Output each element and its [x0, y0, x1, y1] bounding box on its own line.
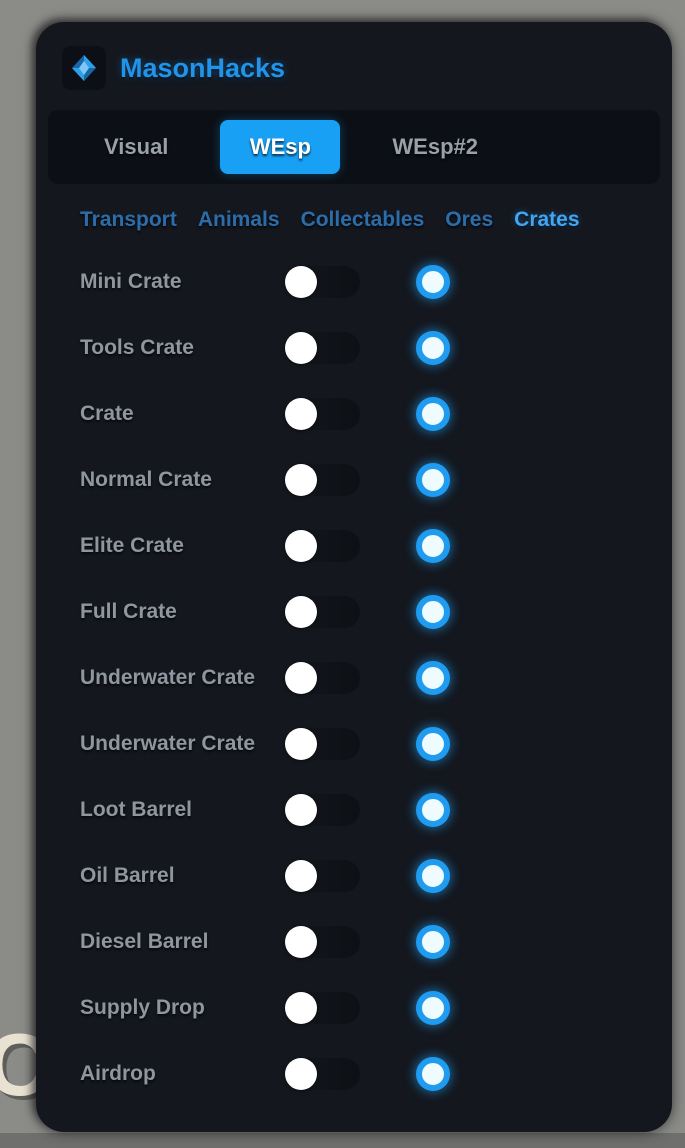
masonhacks-window: MasonHacks Visual WEsp WEsp#2 Transport … — [36, 22, 672, 1132]
item-toggle[interactable] — [285, 464, 360, 496]
item-row-loot-barrel-8: Loot Barrel — [36, 777, 672, 843]
item-toggle[interactable] — [285, 794, 360, 826]
item-color-picker[interactable] — [416, 859, 450, 893]
item-color-picker[interactable] — [416, 925, 450, 959]
item-row-elite-crate-4: Elite Crate — [36, 513, 672, 579]
tab-label: WEsp#2 — [392, 134, 479, 159]
toggle-knob-icon — [285, 266, 317, 298]
item-color-picker[interactable] — [416, 331, 450, 365]
item-row-mini-crate-0: Mini Crate — [36, 249, 672, 315]
item-color-picker[interactable] — [416, 1057, 450, 1091]
item-row-supply-drop-11: Supply Drop — [36, 975, 672, 1041]
toggle-knob-icon — [285, 860, 317, 892]
item-color-picker[interactable] — [416, 397, 450, 431]
subtab-label: Ores — [445, 208, 494, 231]
item-label: Loot Barrel — [80, 798, 193, 821]
item-label: Oil Barrel — [80, 864, 175, 887]
item-toggle[interactable] — [285, 662, 360, 694]
gem-icon — [72, 55, 96, 81]
subtab-label: Animals — [197, 208, 280, 231]
subtab-bar: Transport Animals Collectables Ores Crat… — [80, 198, 660, 242]
window-header: MasonHacks — [62, 46, 285, 90]
item-color-picker[interactable] — [416, 463, 450, 497]
tab-wesp[interactable]: WEsp — [220, 120, 341, 174]
item-row-underwater-crate-7: Underwater Crate — [36, 711, 672, 777]
tab-label: Visual — [104, 134, 169, 159]
item-row-crate-2: Crate — [36, 381, 672, 447]
item-label: Crate — [80, 402, 134, 425]
item-toggle[interactable] — [285, 860, 360, 892]
subtab-crates[interactable]: Crates — [514, 208, 579, 232]
toggle-knob-icon — [285, 794, 317, 826]
toggle-knob-icon — [285, 464, 317, 496]
item-toggle[interactable] — [285, 992, 360, 1024]
item-toggle[interactable] — [285, 332, 360, 364]
item-color-picker[interactable] — [416, 793, 450, 827]
desktop-bottom-strip — [0, 1133, 685, 1148]
item-label: Supply Drop — [80, 996, 205, 1019]
item-row-underwater-crate-6: Underwater Crate — [36, 645, 672, 711]
item-label: Full Crate — [80, 600, 177, 623]
item-row-diesel-barrel-10: Diesel Barrel — [36, 909, 672, 975]
tab-visual[interactable]: Visual — [94, 120, 178, 174]
app-title: MasonHacks — [120, 52, 286, 83]
item-label: Underwater Crate — [80, 732, 256, 755]
subtab-animals[interactable]: Animals — [198, 208, 280, 232]
subtab-label: Crates — [514, 208, 580, 231]
item-row-oil-barrel-9: Oil Barrel — [36, 843, 672, 909]
app-logo — [62, 46, 106, 90]
toggle-knob-icon — [285, 926, 317, 958]
subtab-label: Collectables — [300, 208, 425, 231]
item-label: Underwater Crate — [80, 666, 256, 689]
item-color-picker[interactable] — [416, 727, 450, 761]
item-color-picker[interactable] — [416, 265, 450, 299]
item-toggle[interactable] — [285, 398, 360, 430]
subtab-collectables[interactable]: Collectables — [301, 208, 425, 232]
item-label: Normal Crate — [80, 468, 212, 491]
tab-bar: Visual WEsp WEsp#2 — [48, 110, 660, 184]
toggle-knob-icon — [285, 992, 317, 1024]
item-label: Tools Crate — [80, 336, 194, 359]
item-row-airdrop-12: Airdrop — [36, 1041, 672, 1107]
item-row-tools-crate-1: Tools Crate — [36, 315, 672, 381]
tab-wesp-2[interactable]: WEsp#2 — [382, 120, 488, 174]
item-row-normal-crate-3: Normal Crate — [36, 447, 672, 513]
item-label: Elite Crate — [80, 534, 184, 557]
subtab-transport[interactable]: Transport — [80, 208, 177, 232]
item-row-full-crate-5: Full Crate — [36, 579, 672, 645]
item-toggle[interactable] — [285, 530, 360, 562]
item-toggle[interactable] — [285, 266, 360, 298]
item-toggle[interactable] — [285, 596, 360, 628]
toggle-knob-icon — [285, 398, 317, 430]
item-color-picker[interactable] — [416, 529, 450, 563]
subtab-label: Transport — [80, 208, 177, 231]
item-label: Airdrop — [80, 1062, 156, 1085]
toggle-knob-icon — [285, 728, 317, 760]
item-color-picker[interactable] — [416, 991, 450, 1025]
item-list: Mini Crate Tools Crate Crate Normal Crat… — [36, 249, 672, 1107]
tab-label: WEsp — [249, 134, 311, 159]
item-toggle[interactable] — [285, 728, 360, 760]
toggle-knob-icon — [285, 1058, 317, 1090]
toggle-knob-icon — [285, 662, 317, 694]
toggle-knob-icon — [285, 596, 317, 628]
subtab-ores[interactable]: Ores — [445, 208, 493, 232]
item-label: Mini Crate — [80, 270, 182, 293]
item-color-picker[interactable] — [416, 661, 450, 695]
toggle-knob-icon — [285, 332, 317, 364]
item-label: Diesel Barrel — [80, 930, 209, 953]
item-toggle[interactable] — [285, 1058, 360, 1090]
item-toggle[interactable] — [285, 926, 360, 958]
item-color-picker[interactable] — [416, 595, 450, 629]
toggle-knob-icon — [285, 530, 317, 562]
